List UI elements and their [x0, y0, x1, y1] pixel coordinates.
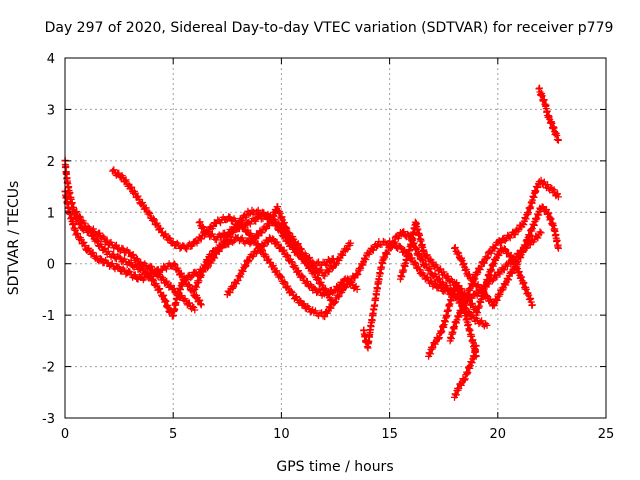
data-point-markers	[535, 84, 562, 144]
data-point-markers	[425, 279, 480, 360]
series-track-g	[191, 203, 337, 293]
series-track-k	[451, 342, 480, 401]
grid	[65, 58, 606, 418]
x-axis-label: GPS time / hours	[276, 459, 393, 475]
series-track-d	[72, 208, 199, 314]
plot-frame	[64, 57, 607, 419]
data-point-markers	[72, 208, 199, 314]
data-point-markers	[191, 203, 337, 293]
x-tick-label: 5	[169, 427, 177, 442]
series-track-j	[425, 279, 480, 360]
data-point-markers	[451, 342, 480, 401]
x-tick-label: 10	[273, 427, 290, 442]
series-track-l	[446, 176, 562, 345]
y-tick-label: 1	[47, 206, 55, 221]
x-tick-label: 15	[381, 427, 398, 442]
y-axis-label: SDTVAR / TECUs	[6, 181, 22, 296]
chart-title: Day 297 of 2020, Sidereal Day-to-day VTE…	[45, 20, 614, 36]
x-tick-label: 20	[490, 427, 507, 442]
y-tick-label: 3	[47, 103, 55, 118]
data-point-markers	[446, 176, 562, 345]
data-point-markers	[223, 234, 361, 299]
y-tick-label: -2	[42, 361, 55, 376]
series-track-f	[223, 234, 361, 299]
y-tick-label: 4	[47, 52, 55, 67]
data-points	[61, 84, 562, 401]
series-track-n	[535, 84, 562, 144]
y-tick-label: -1	[42, 309, 55, 324]
series-track-o	[472, 245, 536, 319]
y-tick-label: 0	[47, 258, 55, 273]
y-tick-label: -3	[42, 412, 55, 427]
axis-ticks: 0 5 10 15 20 25 -3 -2 -1 0 1 2 3 4	[42, 52, 614, 442]
x-tick-label: 0	[61, 427, 69, 442]
y-tick-label: 2	[47, 155, 55, 170]
x-tick-label: 25	[598, 427, 615, 442]
data-point-markers	[472, 245, 536, 319]
